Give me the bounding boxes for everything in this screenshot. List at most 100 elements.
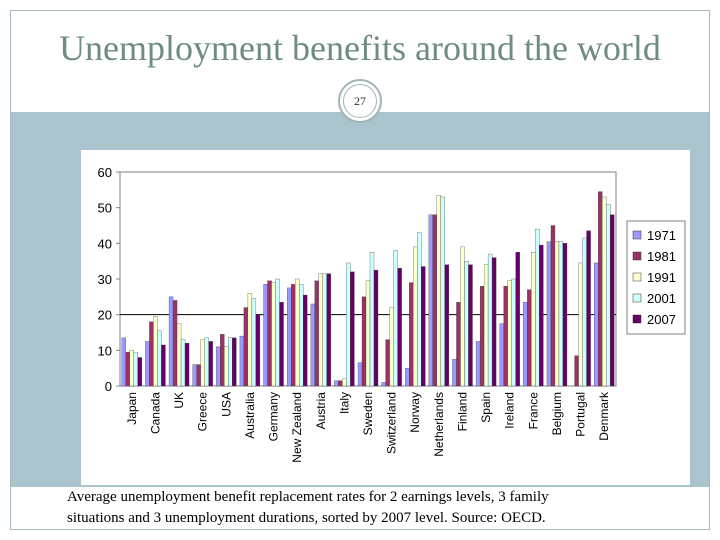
bar	[523, 302, 528, 387]
bar	[491, 257, 497, 387]
bar	[220, 334, 225, 387]
caption-line-2: situations and 3 unemployment durations,…	[67, 510, 546, 526]
bar	[145, 341, 150, 387]
x-tick-label: Sweden	[361, 392, 375, 435]
y-tick-label: 50	[98, 201, 112, 216]
bar	[432, 214, 438, 387]
x-tick-label: Canada	[148, 392, 162, 434]
bar	[157, 330, 162, 387]
bar	[436, 195, 442, 387]
bar	[515, 252, 520, 387]
bar	[310, 303, 315, 387]
bar	[578, 262, 583, 387]
bar	[539, 244, 544, 387]
legend-label: 1981	[647, 249, 676, 264]
bar	[161, 344, 166, 387]
bar	[511, 278, 516, 387]
bar	[208, 341, 213, 387]
y-tick-label: 30	[98, 272, 112, 287]
bar	[153, 316, 158, 387]
bar	[334, 380, 339, 387]
bar	[279, 302, 284, 387]
bar	[421, 266, 426, 387]
bar	[385, 339, 390, 387]
bar	[550, 225, 556, 387]
bar	[228, 337, 233, 387]
bar	[531, 252, 536, 387]
bar	[503, 285, 508, 387]
bar	[243, 307, 249, 387]
bar	[200, 339, 205, 387]
bar	[456, 302, 461, 387]
x-tick-label: Denmark	[597, 391, 611, 441]
bar	[326, 273, 331, 387]
bar	[610, 214, 615, 387]
bar	[507, 280, 512, 387]
bar	[322, 273, 327, 387]
bar	[267, 280, 272, 387]
bar	[606, 203, 611, 387]
bar	[460, 246, 465, 387]
bar	[444, 264, 450, 387]
slide-number: 27	[343, 84, 377, 118]
bar	[381, 382, 386, 387]
bar	[602, 196, 607, 387]
legend-label: 2007	[647, 312, 676, 327]
x-tick-label: Ireland	[503, 392, 517, 429]
bar	[373, 269, 379, 387]
bar	[452, 359, 457, 387]
bar	[216, 346, 221, 387]
bar	[318, 273, 323, 387]
legend-label: 1991	[647, 270, 676, 285]
legend-swatch	[632, 272, 642, 282]
y-tick-label: 20	[98, 308, 112, 323]
legend-label: 1971	[647, 228, 676, 243]
bar	[342, 378, 347, 387]
x-tick-label: Australia	[243, 392, 257, 439]
x-tick-label: Germany	[267, 392, 281, 441]
bar	[137, 357, 142, 387]
bar	[302, 294, 308, 387]
legend-swatch	[632, 251, 642, 261]
bar	[180, 339, 186, 387]
bar	[357, 362, 363, 387]
x-tick-label: Finland	[455, 392, 469, 431]
bar	[314, 280, 319, 387]
bar	[192, 364, 197, 387]
bar	[338, 380, 343, 387]
x-tick-label: USA	[219, 392, 233, 417]
bar	[464, 261, 469, 387]
x-tick-label: France	[526, 392, 540, 430]
bar	[562, 243, 568, 387]
bar	[129, 350, 134, 387]
bar	[298, 284, 304, 387]
x-tick-label: Japan	[125, 392, 139, 425]
bar	[535, 228, 540, 387]
bar	[149, 321, 154, 387]
y-tick-label: 0	[105, 379, 112, 394]
legend-swatch	[632, 293, 642, 303]
bar	[168, 296, 174, 387]
bar	[255, 314, 261, 387]
bar	[558, 241, 564, 387]
bar	[393, 250, 398, 387]
bar	[554, 241, 560, 387]
bar	[224, 346, 229, 387]
bar	[598, 191, 603, 387]
bar	[546, 241, 552, 387]
bar	[574, 355, 579, 387]
bar	[468, 264, 473, 387]
bar	[172, 300, 178, 387]
x-tick-label: Austria	[314, 392, 328, 430]
x-tick-label: Norway	[408, 392, 422, 433]
bar	[405, 368, 410, 387]
bar	[413, 246, 418, 387]
chart-caption: Average unemployment benefit replacement…	[11, 487, 709, 529]
x-tick-label: Portugal	[574, 392, 588, 437]
y-tick-label: 40	[98, 236, 112, 251]
bar	[275, 278, 280, 387]
x-tick-label: Netherlands	[432, 392, 446, 457]
x-tick-label: Italy	[337, 392, 351, 414]
bar	[417, 232, 422, 387]
bar	[133, 351, 138, 387]
